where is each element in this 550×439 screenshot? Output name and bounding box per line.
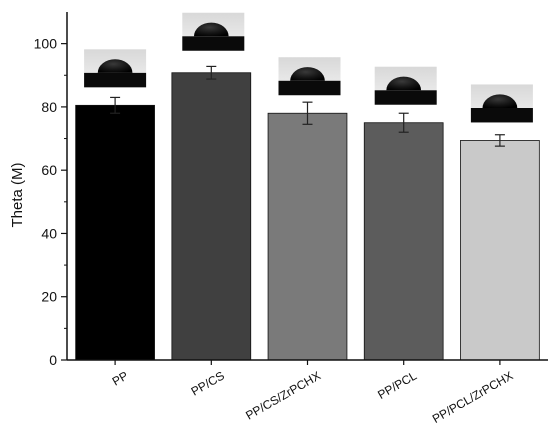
bar-pp-cs-zrpchx <box>267 112 348 361</box>
y-axis-title: Theta (M) <box>9 162 26 227</box>
droplet-insets <box>84 12 533 123</box>
error-bars <box>110 65 505 147</box>
error-bar <box>398 112 409 133</box>
error-bar <box>110 96 121 114</box>
water-droplet <box>290 67 325 81</box>
water-droplet <box>482 94 518 109</box>
x-tick-label: PP/CS/ZrPCHX <box>243 368 323 422</box>
water-droplet <box>386 76 422 91</box>
droplet-photo-inset <box>84 49 147 88</box>
bar-pp-pcl-zrpchx <box>460 140 540 361</box>
bar-pp-pcl <box>363 122 444 361</box>
droplet-photo-inset <box>374 66 437 105</box>
x-tick-label: PP/PCL <box>375 368 419 402</box>
y-axis-label: Theta (M) <box>9 162 26 227</box>
error-bar <box>206 65 217 80</box>
water-droplet <box>193 22 229 37</box>
error-bar <box>494 134 505 147</box>
bar-pp <box>75 104 155 361</box>
droplet-photo-inset <box>470 84 533 123</box>
y-tick-label: 20 <box>41 289 57 305</box>
error-bar <box>302 101 313 125</box>
y-tick-label: 80 <box>41 99 57 115</box>
y-tick-label: 0 <box>49 352 57 368</box>
x-tick-label: PP <box>110 368 131 388</box>
droplet-photo-inset <box>182 12 245 51</box>
y-tick-label: 60 <box>41 162 57 178</box>
x-tick-labels: PP PP/CS PP/CS/ZrPCHX PP/PCL PP/PCL/ZrPCHX <box>110 360 516 426</box>
y-tick-label: 100 <box>34 36 58 52</box>
x-tick-label: PP/CS <box>189 368 227 398</box>
y-ticks: 0 20 40 60 80 100 <box>34 36 67 368</box>
water-droplet <box>97 59 133 73</box>
bar-pp-cs <box>171 72 252 361</box>
x-tick-label: PP/PCL/ZrPCHX <box>430 368 516 425</box>
y-tick-label: 40 <box>41 225 57 241</box>
droplet-photo-inset <box>278 57 341 96</box>
